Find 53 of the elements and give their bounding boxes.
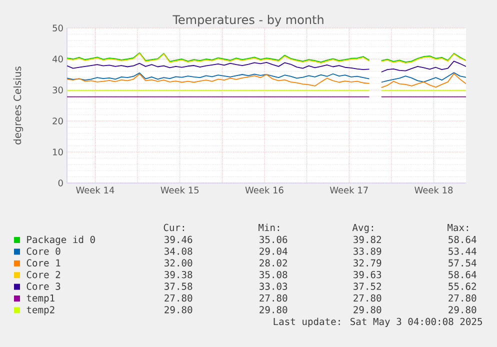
text: 34.08 — [164, 248, 192, 255]
text: 33.89 — [354, 248, 382, 255]
legend-label: temp2 — [26, 306, 54, 316]
text: 39.82 — [354, 236, 381, 244]
text: 35.08 — [260, 270, 288, 278]
text: 33.03 — [260, 282, 288, 290]
text: 28.02 — [260, 259, 287, 267]
text: 35.06 — [260, 236, 288, 244]
text: 39.46 — [164, 236, 192, 244]
text: 37.58 — [164, 282, 192, 290]
text: 55.62 — [448, 282, 476, 290]
text: 27.80 — [260, 294, 288, 302]
y-tick-label: 0 — [58, 180, 63, 186]
text: 37.52 — [354, 282, 381, 290]
y-tick-label: 40 — [52, 56, 63, 62]
x-tick-label: Week 17 — [330, 186, 368, 194]
legend-label: Core 0 — [26, 248, 60, 255]
text: Min: — [258, 224, 280, 231]
x-tick-label: Week 14 — [76, 186, 114, 194]
text: 32.00 — [164, 259, 192, 267]
legend-label: Core 1 — [26, 259, 60, 267]
x-tick-label: Week 16 — [245, 186, 284, 194]
text: 53.44 — [448, 248, 476, 255]
text: 27.80 — [448, 294, 476, 302]
legend-label: Core 2 — [26, 270, 60, 278]
legend-label: Core 3 — [26, 282, 60, 290]
text: 29.04 — [260, 248, 288, 255]
text: 39.63 — [354, 270, 382, 278]
text: 27.80 — [354, 294, 382, 302]
y-tick-label: 50 — [52, 24, 63, 32]
y-tick-label: 20 — [52, 118, 63, 124]
chart-title: Temperatures - by month — [172, 14, 324, 26]
text: Last update: Sat May 3 04:00:08 2025 — [274, 318, 482, 327]
text: Max: — [448, 224, 468, 232]
text: 29.80 — [260, 306, 288, 314]
y-tick-label: 10 — [53, 148, 63, 156]
text: Cur: — [164, 224, 184, 232]
legend-label: temp1 — [26, 294, 54, 304]
text: 29.80 — [448, 306, 476, 314]
text: 27.80 — [164, 294, 192, 302]
text: 32.79 — [354, 259, 382, 267]
text: 39.38 — [164, 270, 192, 278]
x-tick-label: Week 15 — [160, 186, 199, 194]
text: 58.64 — [448, 236, 476, 244]
y-tick-label: 30 — [52, 86, 63, 94]
y-axis-title: degrees Celsius — [13, 66, 24, 144]
text: Avg: — [352, 224, 374, 234]
x-tick-label: Week 18 — [414, 186, 453, 194]
text: 29.80 — [354, 306, 382, 314]
text: 29.80 — [164, 306, 192, 314]
text: 58.64 — [448, 270, 476, 278]
legend-label: Package id 0 — [27, 236, 95, 246]
text: 57.54 — [448, 259, 476, 267]
